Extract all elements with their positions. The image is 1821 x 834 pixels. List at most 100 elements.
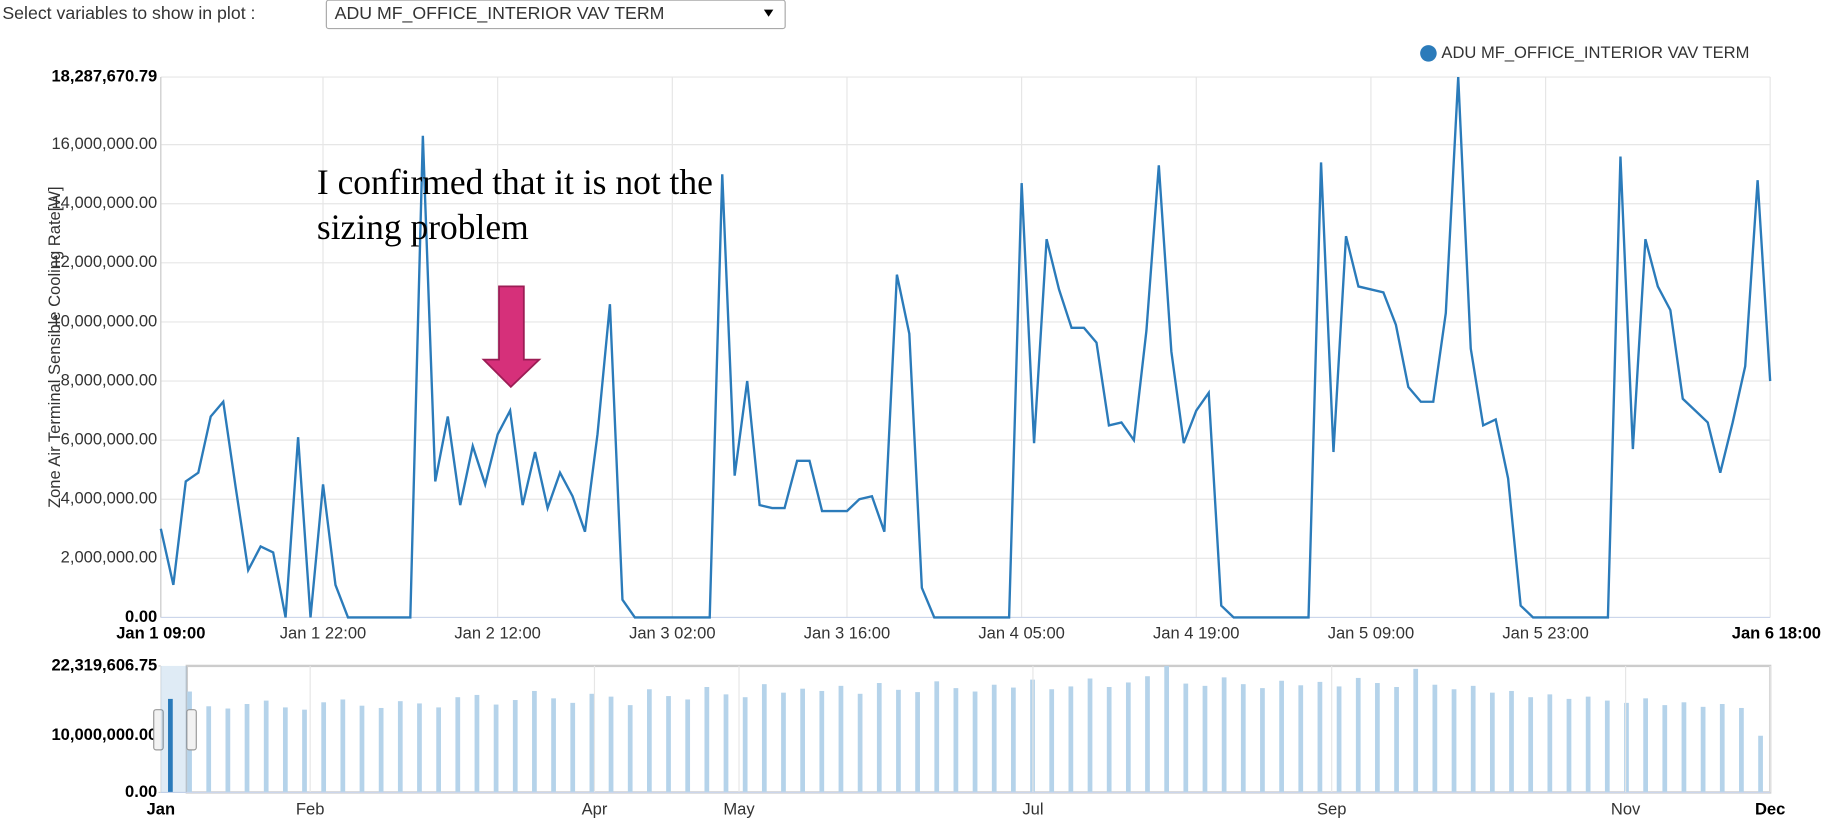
- bar: [896, 689, 901, 793]
- bar: [589, 693, 595, 793]
- bar: [857, 693, 863, 793]
- bar: [263, 700, 269, 793]
- x-tick-label: Jan 5 23:00: [1502, 623, 1588, 642]
- bar: [1662, 705, 1668, 793]
- x-tick-label: Jan: [147, 800, 176, 819]
- bar: [1279, 680, 1284, 793]
- bar: [302, 709, 307, 793]
- bar: [1164, 665, 1170, 793]
- bar: [1202, 685, 1208, 793]
- x-tick-label: Jan 4 05:00: [978, 623, 1064, 642]
- bar: [378, 707, 384, 793]
- bar: [1643, 698, 1648, 793]
- bar: [1700, 706, 1706, 793]
- bar: [915, 692, 920, 793]
- bar: [417, 703, 422, 793]
- bar: [1624, 702, 1629, 793]
- bar: [1585, 696, 1591, 793]
- x-tick-label: Sep: [1317, 800, 1346, 819]
- bar: [1145, 676, 1150, 793]
- bar: [455, 697, 461, 793]
- x-tick-label: Jul: [1022, 800, 1043, 819]
- x-tick-label: Jan 2 12:00: [454, 623, 540, 642]
- dropdown-value[interactable]: ADU MF_OFFICE_INTERIOR VAV TERM: [335, 3, 665, 24]
- bar: [397, 701, 403, 793]
- x-tick-label: Nov: [1611, 800, 1641, 819]
- legend-marker: [1420, 45, 1437, 62]
- x-tick-label: Jan 1 09:00: [116, 623, 205, 642]
- bar: [1125, 682, 1131, 793]
- bar: [1604, 700, 1610, 793]
- bar: [1451, 689, 1457, 793]
- bar: [1489, 692, 1495, 793]
- bar: [742, 697, 748, 793]
- bar: [1566, 698, 1572, 793]
- selection-handle: [153, 709, 164, 751]
- selection-mask: [160, 665, 187, 793]
- bar: [244, 704, 250, 793]
- x-tick-label: Jan 3 02:00: [629, 623, 715, 642]
- bar: [953, 688, 959, 793]
- bar: [512, 700, 518, 793]
- bar: [666, 696, 671, 793]
- y-tick-label: 10,000,000.00: [51, 725, 157, 744]
- bar: [1087, 678, 1093, 793]
- bar: [1049, 689, 1055, 793]
- y-tick-label: 6,000,000.00: [61, 430, 158, 449]
- bar: [1394, 686, 1399, 793]
- y-tick-label: 16,000,000.00: [51, 134, 157, 153]
- y-axis-label: Zone Air Terminal Sensible Cooling Rate[…: [45, 186, 64, 508]
- x-tick-label: Jan 3 16:00: [804, 623, 890, 642]
- bar: [1681, 702, 1687, 793]
- y-tick-label: 2,000,000.00: [61, 548, 158, 567]
- bar: [819, 690, 825, 793]
- dropdown-label: Select variables to show in plot :: [2, 3, 255, 23]
- x-tick-label: Jan 4 19:00: [1153, 623, 1239, 642]
- bar: [1298, 685, 1304, 793]
- x-tick-label: Jan 1 22:00: [280, 623, 366, 642]
- selection-handle: [186, 709, 197, 751]
- bar: [1183, 683, 1189, 793]
- bar: [551, 698, 556, 793]
- bar: [608, 696, 614, 793]
- bar: [340, 699, 346, 793]
- bar: [570, 702, 576, 793]
- dropdown[interactable]: [325, 0, 786, 30]
- bar: [991, 684, 997, 793]
- line-series: [159, 76, 1772, 619]
- y-tick-label: 10,000,000.00: [51, 311, 157, 330]
- bar: [493, 704, 499, 793]
- bar: [1355, 677, 1361, 793]
- bar: [781, 692, 786, 793]
- bar: [436, 707, 441, 793]
- navigator: 0.00 10,000,000.00 22,319,606.75 Jan Feb Apr M…: [51, 655, 1785, 818]
- bar: [1375, 683, 1380, 793]
- bar: [1317, 681, 1323, 793]
- x-tick-label: Feb: [296, 800, 325, 819]
- x-tick-label: Apr: [582, 800, 608, 819]
- x-tick-label: Jan 6 18:00: [1732, 623, 1821, 642]
- bar: [1106, 686, 1112, 793]
- bar: [1470, 685, 1476, 793]
- bar: [627, 705, 633, 793]
- annotation: sizing problem: [317, 207, 529, 247]
- bar: [1739, 707, 1744, 793]
- bar: [1528, 697, 1534, 793]
- bar: [206, 706, 212, 793]
- bar: [761, 684, 767, 793]
- y-tick-label: 0.00: [125, 607, 157, 626]
- bar: [646, 689, 652, 793]
- bar: [1413, 668, 1419, 793]
- bar: [1547, 694, 1553, 793]
- bar: [321, 702, 327, 793]
- bar: [1758, 735, 1763, 793]
- y-tick-label: 18,287,670.79: [51, 66, 157, 85]
- bar: [704, 686, 710, 793]
- y-tick-label: 4,000,000.00: [61, 489, 158, 508]
- bar: [1719, 704, 1725, 793]
- bar: [723, 694, 729, 793]
- bar: [1011, 687, 1016, 793]
- x-tick-label: Jan 5 09:00: [1328, 623, 1414, 642]
- bar: [168, 698, 173, 793]
